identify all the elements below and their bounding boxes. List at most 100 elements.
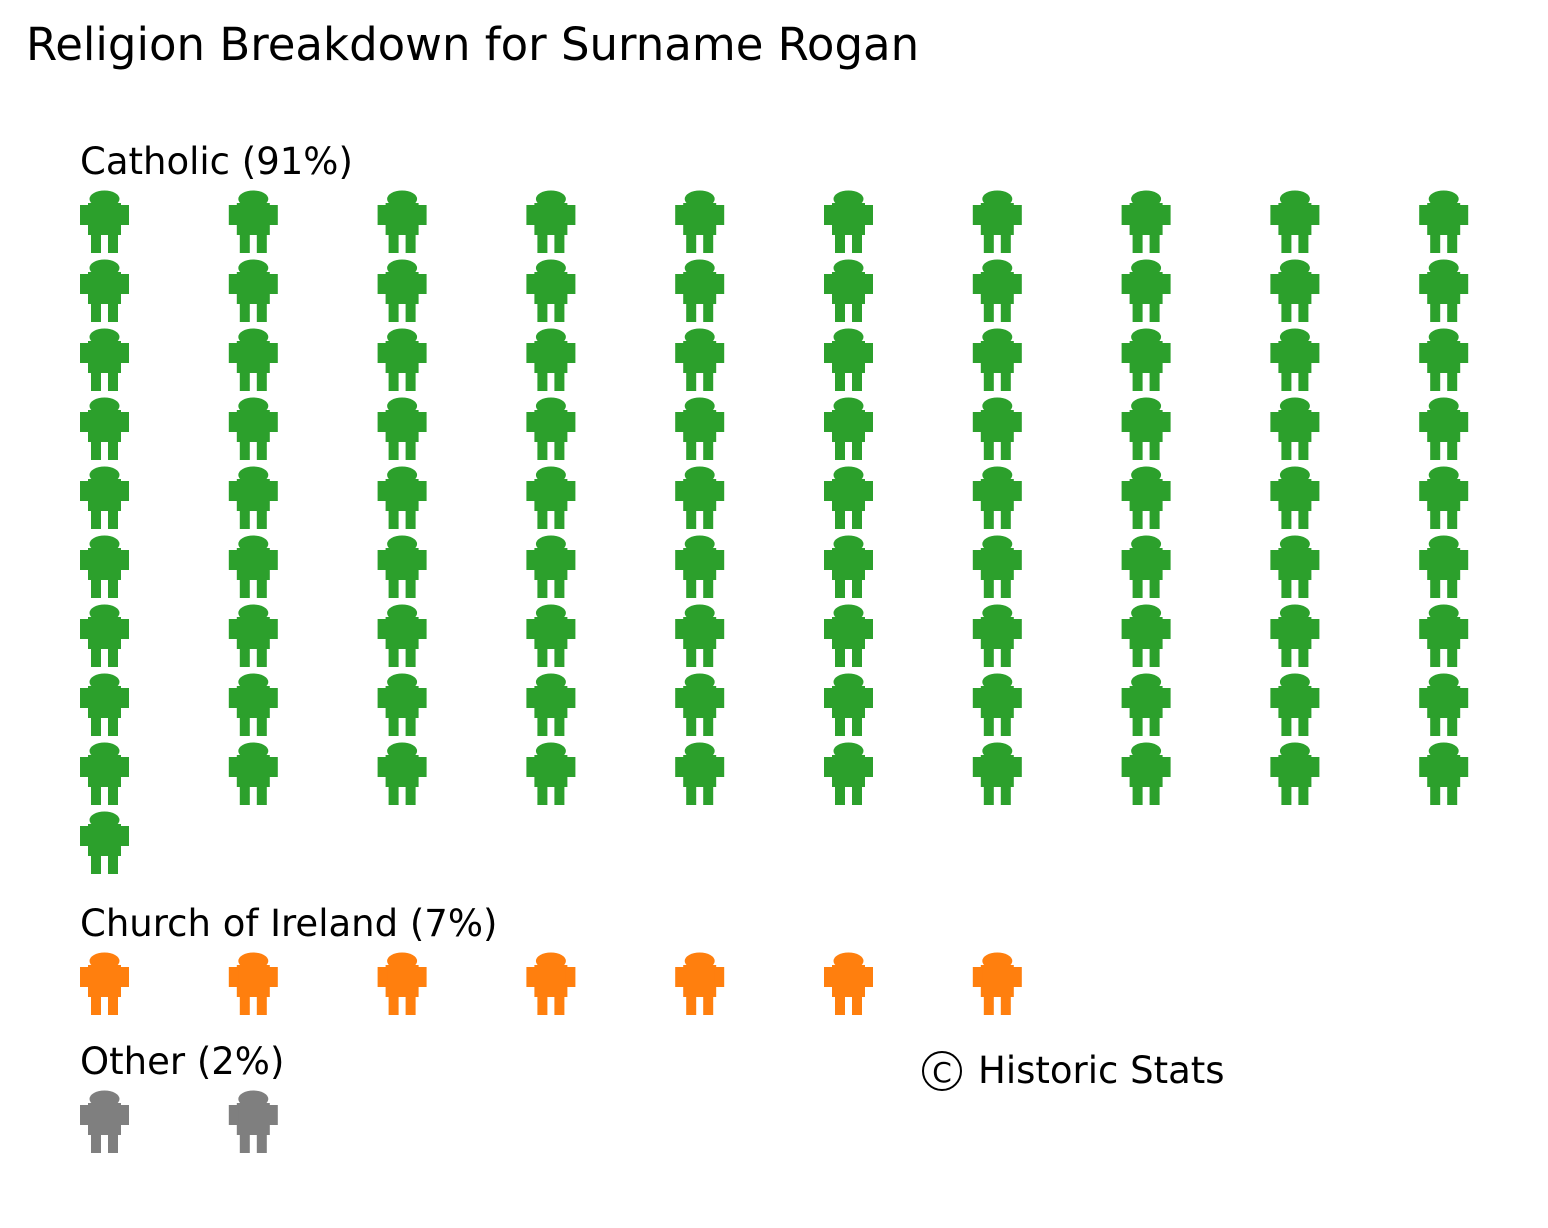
person-icon-catholic-6 xyxy=(824,190,873,253)
person-icon-catholic-16 xyxy=(824,259,873,322)
person-icon-catholic-50 xyxy=(1419,466,1469,529)
person-icon-catholic-46 xyxy=(824,466,873,529)
person-icon-catholic-21 xyxy=(80,328,129,391)
person-icon-catholic-53 xyxy=(377,535,427,598)
person-icon-catholic-38 xyxy=(1121,397,1171,460)
person-icon-catholic-74 xyxy=(526,673,576,736)
person-icon-catholic-67 xyxy=(972,604,1022,667)
person-icon-catholic-58 xyxy=(1121,535,1171,598)
person-icon-catholic-26 xyxy=(824,328,873,391)
person-icon-catholic-30 xyxy=(1419,328,1469,391)
person-icon-catholic-23 xyxy=(377,328,427,391)
person-icon-catholic-76 xyxy=(824,673,873,736)
person-icon-catholic-83 xyxy=(377,742,427,805)
person-icon-catholic-20 xyxy=(1419,259,1469,322)
copyright-text: Historic Stats xyxy=(978,1049,1225,1092)
person-icon-catholic-61 xyxy=(80,604,129,667)
person-icon-church-of-ireland-5 xyxy=(675,952,725,1015)
person-icon-catholic-57 xyxy=(972,535,1022,598)
person-icon-catholic-91 xyxy=(80,811,129,874)
person-icon-catholic-12 xyxy=(228,259,278,322)
person-icon-catholic-49 xyxy=(1270,466,1320,529)
person-icon-catholic-42 xyxy=(228,466,278,529)
person-icon-catholic-31 xyxy=(80,397,129,460)
person-icon-catholic-5 xyxy=(675,190,725,253)
person-icon-catholic-51 xyxy=(80,535,129,598)
person-icon-catholic-45 xyxy=(675,466,725,529)
person-icon-catholic-27 xyxy=(972,328,1022,391)
person-icon-catholic-15 xyxy=(675,259,725,322)
person-icon-catholic-86 xyxy=(824,742,873,805)
person-icon-church-of-ireland-7 xyxy=(972,952,1022,1015)
person-icon-catholic-69 xyxy=(1270,604,1320,667)
person-icon-catholic-24 xyxy=(526,328,576,391)
person-icon-catholic-44 xyxy=(526,466,576,529)
person-icon-catholic-32 xyxy=(228,397,278,460)
person-icon-catholic-8 xyxy=(1121,190,1171,253)
person-icon-catholic-55 xyxy=(675,535,725,598)
person-icon-catholic-17 xyxy=(972,259,1022,322)
group-label-church-of-ireland: Church of Ireland (7%) xyxy=(80,902,498,945)
person-icon-catholic-87 xyxy=(972,742,1022,805)
person-icon-catholic-73 xyxy=(377,673,427,736)
person-icon-church-of-ireland-4 xyxy=(526,952,576,1015)
person-icon-catholic-82 xyxy=(228,742,278,805)
person-icon-catholic-35 xyxy=(675,397,725,460)
person-icon-catholic-85 xyxy=(675,742,725,805)
person-icon-catholic-75 xyxy=(675,673,725,736)
person-icon-catholic-77 xyxy=(972,673,1022,736)
person-icon-catholic-59 xyxy=(1270,535,1320,598)
copyright-note: C Historic Stats xyxy=(922,1049,1225,1092)
person-icon-catholic-65 xyxy=(675,604,725,667)
person-icon-catholic-89 xyxy=(1270,742,1320,805)
person-icon-catholic-34 xyxy=(526,397,576,460)
person-icon-catholic-63 xyxy=(377,604,427,667)
person-icon-catholic-11 xyxy=(80,259,129,322)
person-icon-catholic-37 xyxy=(972,397,1022,460)
person-icon-catholic-72 xyxy=(228,673,278,736)
person-icon-catholic-90 xyxy=(1419,742,1469,805)
person-icon-other-1 xyxy=(80,1090,129,1153)
person-icon-catholic-71 xyxy=(80,673,129,736)
chart-title: Religion Breakdown for Surname Rogan xyxy=(26,18,920,71)
copyright-icon: C xyxy=(922,1050,962,1091)
person-icon-catholic-81 xyxy=(80,742,129,805)
person-icon-catholic-48 xyxy=(1121,466,1171,529)
person-icon-catholic-62 xyxy=(228,604,278,667)
person-icon-catholic-1 xyxy=(80,190,129,253)
person-icon-catholic-64 xyxy=(526,604,576,667)
person-icon-catholic-40 xyxy=(1419,397,1469,460)
person-icon-catholic-9 xyxy=(1270,190,1320,253)
person-icon-catholic-3 xyxy=(377,190,427,253)
person-icon-catholic-54 xyxy=(526,535,576,598)
person-icon-catholic-18 xyxy=(1121,259,1171,322)
person-icon-church-of-ireland-1 xyxy=(80,952,129,1015)
person-icon-catholic-56 xyxy=(824,535,873,598)
person-icon-catholic-47 xyxy=(972,466,1022,529)
person-icon-catholic-60 xyxy=(1419,535,1469,598)
person-icon-catholic-41 xyxy=(80,466,129,529)
person-icon-catholic-10 xyxy=(1419,190,1469,253)
person-icon-catholic-25 xyxy=(675,328,725,391)
person-icon-catholic-39 xyxy=(1270,397,1320,460)
person-icon-catholic-36 xyxy=(824,397,873,460)
person-icon-catholic-2 xyxy=(228,190,278,253)
person-icon-catholic-43 xyxy=(377,466,427,529)
person-icon-catholic-33 xyxy=(377,397,427,460)
person-icon-church-of-ireland-3 xyxy=(377,952,427,1015)
person-icon-catholic-29 xyxy=(1270,328,1320,391)
person-icon-catholic-7 xyxy=(972,190,1022,253)
person-icon-church-of-ireland-6 xyxy=(824,952,873,1015)
person-icon-catholic-78 xyxy=(1121,673,1171,736)
person-icon-catholic-52 xyxy=(228,535,278,598)
person-icon-other-2 xyxy=(228,1090,278,1153)
person-icon-catholic-88 xyxy=(1121,742,1171,805)
person-icon-catholic-13 xyxy=(377,259,427,322)
group-label-catholic: Catholic (91%) xyxy=(80,140,353,183)
person-icon-catholic-80 xyxy=(1419,673,1469,736)
person-icon-catholic-19 xyxy=(1270,259,1320,322)
person-icon-catholic-28 xyxy=(1121,328,1171,391)
person-icon-catholic-4 xyxy=(526,190,576,253)
person-icon-catholic-70 xyxy=(1419,604,1469,667)
